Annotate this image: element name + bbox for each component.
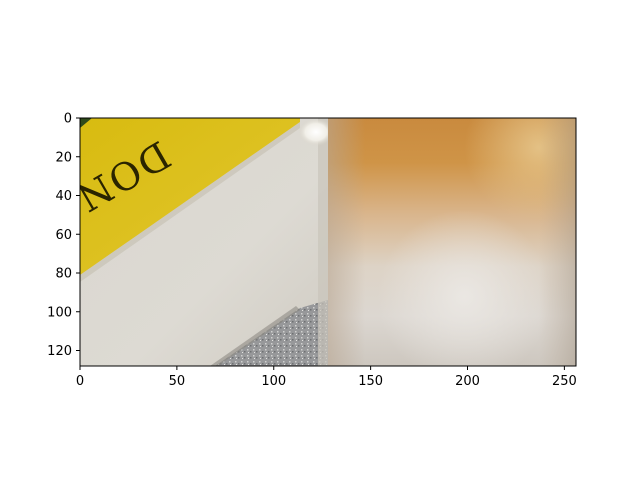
x-axis: 0 50 100 150 200 250 [76, 366, 577, 389]
glitter-shadow [210, 306, 300, 366]
x-tick-label: 150 [358, 374, 383, 389]
blur-edge-shade [328, 118, 576, 366]
x-tick-label: 0 [76, 374, 84, 389]
y-tick-label: 20 [55, 150, 72, 165]
axes-frame [79, 117, 577, 367]
y-tick-label: 0 [64, 112, 72, 127]
right-edge-shadow [318, 118, 328, 366]
y-tick-label: 60 [55, 228, 72, 243]
y-tick-label: 120 [47, 344, 72, 359]
lamp-highlight [298, 118, 328, 146]
right-blurred-panel [328, 118, 576, 366]
left-photo-panel: DON [80, 118, 328, 366]
yellow-banner [80, 118, 300, 275]
banner-dark-corner [80, 118, 92, 128]
y-axis: 0 20 40 60 80 100 120 [47, 112, 80, 359]
x-tick-label: 100 [261, 374, 286, 389]
x-tick-label: 200 [455, 374, 480, 389]
y-tick-label: 80 [55, 267, 72, 282]
y-tick-label: 40 [55, 189, 72, 204]
banner-shadow-edge [80, 122, 300, 282]
y-tick-label: 100 [47, 305, 72, 320]
x-tick-label: 250 [552, 374, 577, 389]
glitter-surface [215, 300, 328, 366]
x-tick-label: 50 [169, 374, 186, 389]
